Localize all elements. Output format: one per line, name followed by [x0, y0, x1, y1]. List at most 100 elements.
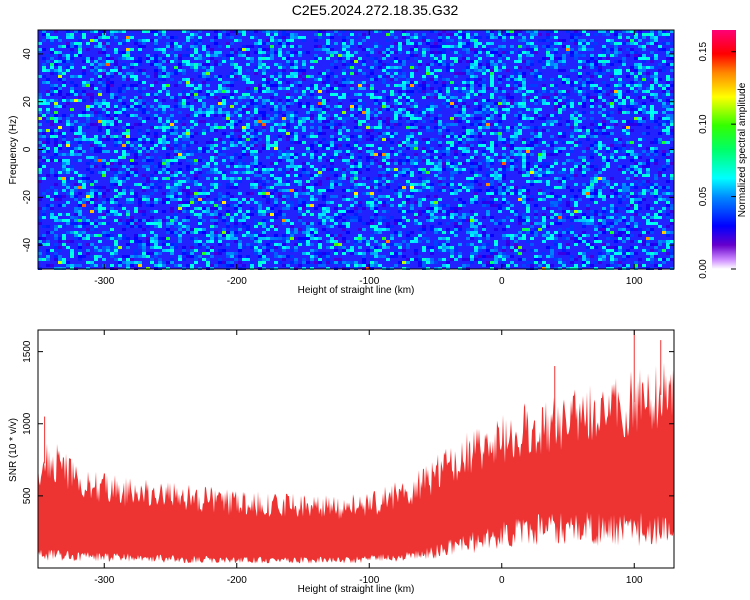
spectrogram-cell: [182, 96, 186, 99]
spectrogram-cell: [94, 45, 98, 48]
spectrogram-cell: [178, 105, 182, 108]
spectrogram-cell: [318, 111, 322, 114]
spectrogram-cell: [110, 135, 114, 138]
spectrogram-cell: [78, 129, 82, 132]
spectrogram-cell: [666, 78, 670, 81]
spectrogram-cell: [446, 93, 450, 96]
spectrogram-cell: [114, 114, 118, 117]
spectrogram-cell: [138, 99, 142, 102]
spectrogram-cell: [126, 51, 130, 54]
spectrogram-cell: [510, 135, 514, 138]
spectrogram-cell: [434, 30, 438, 33]
spectrogram-cell: [626, 135, 630, 138]
spectrogram-cell: [382, 195, 386, 198]
spectrogram-cell: [50, 30, 54, 33]
spectrogram-cell: [302, 192, 306, 195]
spectrogram-cell: [582, 48, 586, 51]
spectrogram-cell: [670, 69, 674, 72]
spectrogram-cell: [334, 66, 338, 69]
spectrogram-cell: [66, 66, 70, 69]
spectrogram-cell: [122, 42, 126, 45]
spectrogram-cell: [554, 66, 558, 69]
spectrogram-cell: [670, 162, 674, 165]
spectrogram-cell: [546, 186, 550, 189]
spectrogram-cell: [354, 213, 358, 216]
spectrogram-cell: [650, 141, 654, 144]
spectrogram-cell: [358, 135, 362, 138]
spectrogram-cell: [342, 117, 346, 120]
spectrogram-cell: [366, 144, 370, 147]
spectrogram-cell: [122, 90, 126, 93]
spectrogram-cell: [570, 177, 574, 180]
spectrogram-cell: [390, 105, 394, 108]
spectrogram-cell: [90, 93, 94, 96]
spectrogram-cell: [394, 171, 398, 174]
spectrogram-cell: [186, 210, 190, 213]
spectrogram-cell: [602, 108, 606, 111]
spectrogram-cell: [222, 57, 226, 60]
spectrogram-cell: [90, 144, 94, 147]
spectrogram-cell: [514, 186, 518, 189]
spectrogram-cell: [618, 156, 622, 159]
spectrogram-cell: [114, 180, 118, 183]
spectrogram-cell: [154, 132, 158, 135]
spectrogram-cell: [350, 198, 354, 201]
spectrogram-cell: [358, 204, 362, 207]
spectrogram-cell: [166, 60, 170, 63]
spectrogram-cell: [302, 171, 306, 174]
spectrogram-cell: [318, 156, 322, 159]
spectrogram-cell: [618, 150, 622, 153]
spectrogram-cell: [214, 90, 218, 93]
spectrogram-cell: [402, 96, 406, 99]
spectrogram-cell: [370, 204, 374, 207]
spectrogram-cell: [590, 144, 594, 147]
spectrogram-cell: [446, 129, 450, 132]
spectrogram-cell: [498, 132, 502, 135]
spectrogram-cell: [446, 39, 450, 42]
spectrogram-cell: [250, 186, 254, 189]
spectrogram-cell: [358, 105, 362, 108]
spectrogram-cell: [486, 114, 490, 117]
spectrogram-cell: [590, 105, 594, 108]
spectrogram-cell: [650, 159, 654, 162]
spectrogram-cell: [38, 111, 42, 114]
spectrogram-cell: [158, 78, 162, 81]
spectrogram-cell: [406, 201, 410, 204]
spectrogram-cell: [222, 141, 226, 144]
spectrogram-cell: [342, 96, 346, 99]
spectrogram-cell: [406, 168, 410, 171]
spectrogram-cell: [386, 120, 390, 123]
spectrogram-cell: [446, 78, 450, 81]
spectrogram-cell: [130, 138, 134, 141]
spectrogram-cell: [238, 162, 242, 165]
spectrogram-cell: [290, 165, 294, 168]
spectrogram-cell: [590, 168, 594, 171]
spectrogram-cell: [82, 132, 86, 135]
spectrogram-cell: [230, 51, 234, 54]
spectrogram-cell: [70, 168, 74, 171]
spectrogram-cell: [102, 60, 106, 63]
spectrogram-cell: [286, 156, 290, 159]
spectrogram-cell: [442, 78, 446, 81]
spectrogram-cell: [434, 120, 438, 123]
spectrogram-cell: [218, 204, 222, 207]
spectrogram-cell: [114, 39, 118, 42]
spectrogram-cell: [518, 102, 522, 105]
spectrogram-cell: [658, 45, 662, 48]
spectrogram-cell: [50, 39, 54, 42]
spectrogram-cell: [494, 90, 498, 93]
spectrogram-cell: [370, 216, 374, 219]
spectrogram-cell: [590, 57, 594, 60]
spectrogram-cell: [378, 102, 382, 105]
spectrogram-cell: [426, 72, 430, 75]
spectrogram-cell: [98, 93, 102, 96]
spectrogram-cell: [146, 153, 150, 156]
spectrogram-cell: [74, 198, 78, 201]
spectrogram-cell: [330, 171, 334, 174]
spectrogram-cell: [346, 63, 350, 66]
spectrogram-cell: [258, 132, 262, 135]
spectrogram-cell: [218, 138, 222, 141]
spectrogram-cell: [650, 147, 654, 150]
spectrogram-cell: [286, 204, 290, 207]
spectrogram-cell: [398, 75, 402, 78]
